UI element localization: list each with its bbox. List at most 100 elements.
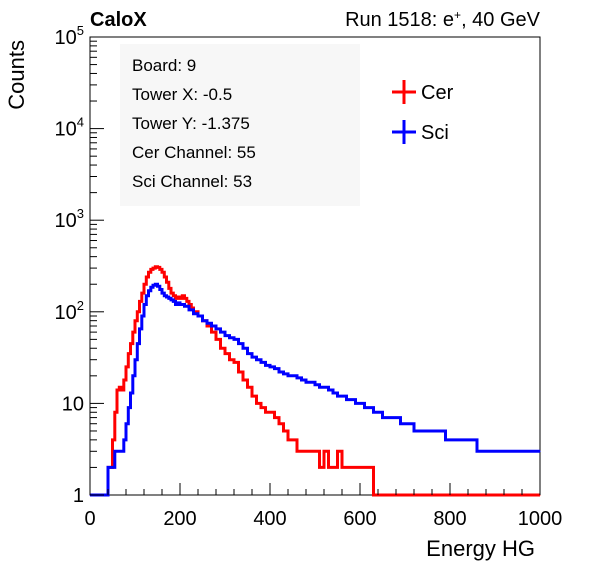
series-cer-point	[190, 307, 192, 309]
series-cer-point	[494, 494, 496, 496]
series-cer-point	[318, 466, 321, 468]
series-sci-point	[534, 450, 537, 452]
series-sci-point	[431, 430, 433, 432]
series-sci-point	[138, 328, 141, 330]
series-sci-point	[129, 392, 132, 394]
series-cer-point	[309, 450, 312, 452]
series-cer-point	[161, 271, 163, 273]
series-cer-point	[163, 276, 165, 278]
series-sci-point	[273, 368, 276, 370]
series-cer-point	[332, 466, 334, 468]
series-cer-point	[350, 466, 352, 468]
series-cer-point	[183, 297, 186, 299]
series-sci-point	[255, 359, 258, 361]
series-sci-point	[201, 320, 204, 322]
series-sci-point	[476, 450, 478, 452]
series-cer-point	[273, 417, 276, 419]
series-cer-point	[404, 494, 406, 496]
series-sci-point	[141, 315, 143, 317]
series-sci-point	[345, 399, 348, 401]
series-sci-point	[156, 285, 159, 287]
x-tick-label: 800	[433, 508, 466, 530]
series-sci-point	[359, 402, 361, 404]
series-sci-point	[174, 303, 177, 306]
y-tick-base: 10	[62, 393, 84, 415]
series-cer-point	[287, 439, 289, 441]
series-sci-point	[210, 325, 213, 327]
series-sci-point	[127, 407, 129, 409]
series-sci-point	[494, 450, 496, 452]
series-sci-point	[399, 423, 402, 425]
series-cer-point	[282, 430, 285, 432]
series-sci-point	[170, 299, 172, 301]
series-sci-point	[177, 302, 179, 304]
series-cer-point	[179, 297, 181, 299]
y-tick-label: 105	[55, 23, 84, 49]
series-sci-point	[381, 417, 384, 419]
series-cer-point	[251, 395, 253, 397]
header-right-suffix: , 40 GeV	[461, 9, 541, 31]
series-sci-point	[422, 430, 424, 432]
series-cer-point	[354, 466, 357, 468]
series-cer-point	[206, 325, 208, 327]
series-cer-point	[300, 450, 303, 452]
series-cer-point	[147, 271, 150, 273]
y-tick-label: 10	[62, 393, 84, 415]
series-sci-point	[183, 305, 186, 307]
series-sci-point	[327, 389, 330, 391]
series-cer-point	[154, 266, 156, 268]
legend: Cer Sci	[392, 80, 454, 144]
header-right: Run 1518: e+, 40 GeV	[345, 8, 541, 31]
series-sci-point	[188, 309, 190, 311]
y-tick-base: 10	[55, 119, 77, 141]
series-sci-line	[90, 282, 540, 497]
series-sci-point	[404, 423, 406, 425]
series-cer-point	[141, 292, 143, 294]
series-cer-point	[219, 347, 222, 349]
series-sci-point	[525, 450, 528, 452]
header-right-sup: +	[454, 8, 461, 22]
series-cer-point	[170, 292, 172, 294]
series-sci-point	[485, 450, 487, 452]
series-sci-point	[386, 417, 388, 419]
series-sci-point	[197, 315, 199, 317]
series-cer-point	[172, 295, 174, 297]
series-sci-point	[145, 295, 147, 297]
series-sci-point	[530, 450, 532, 452]
series-sci-point	[152, 284, 154, 286]
y-tick-label: 1	[73, 485, 84, 507]
series-sci-point	[159, 288, 161, 291]
series-sci-point	[118, 450, 120, 452]
series-sci-point	[125, 423, 127, 425]
series-cer-point	[129, 343, 132, 345]
series-cer-point	[255, 402, 258, 404]
series-cer-point	[177, 296, 179, 298]
plot-frame	[89, 36, 541, 496]
series-cer-point	[114, 411, 116, 413]
series-sci-point	[278, 371, 280, 373]
series-sci-point	[390, 417, 393, 419]
series-cer-point	[228, 359, 231, 361]
series-sci-point	[350, 399, 352, 401]
series-sci-point	[413, 430, 415, 432]
series-sci-point	[363, 407, 366, 409]
series-sci-point	[462, 439, 465, 441]
header-left: CaloX	[90, 9, 147, 31]
series-cer-point	[152, 267, 154, 269]
info-line: Tower Y: -1.375	[132, 114, 250, 133]
series-sci-point	[192, 313, 195, 315]
series-sci-point	[215, 328, 217, 330]
series-sci-point	[539, 450, 541, 452]
series-sci-point	[224, 335, 226, 337]
series-sci-point	[435, 430, 438, 432]
series-cer-point	[291, 439, 294, 441]
y-tick-exp: 5	[77, 23, 84, 38]
x-tick-label: 400	[253, 508, 286, 530]
series-cer-point	[269, 411, 271, 413]
series-cer-point	[345, 466, 348, 468]
series-sci-point	[150, 286, 152, 288]
series-sci-point	[260, 361, 262, 363]
series-cer-point	[181, 295, 183, 297]
series-sci-point	[521, 450, 523, 452]
